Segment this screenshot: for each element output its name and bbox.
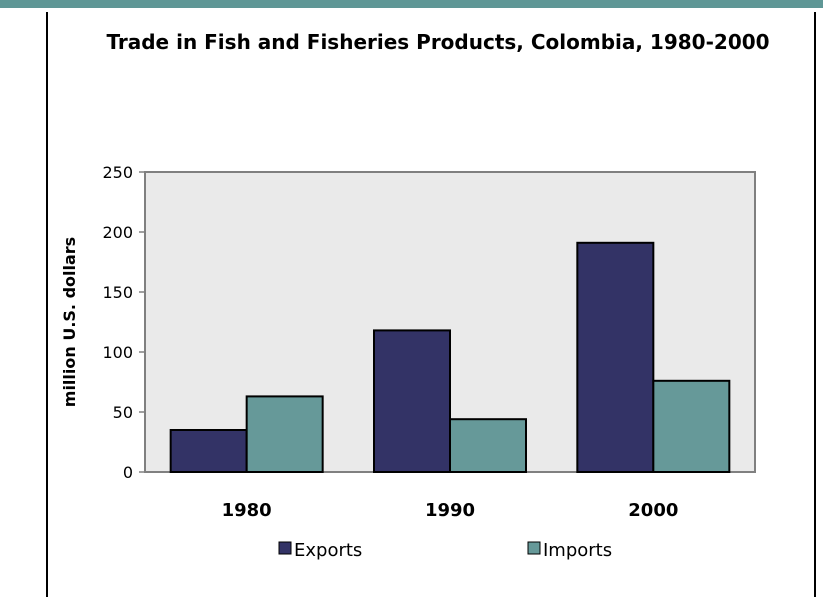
legend-swatch-imports: [527, 541, 541, 555]
legend-label-imports: Imports: [543, 540, 612, 561]
bar-imports-2000: [652, 379, 731, 473]
y-axis-title: million U.S. dollars: [60, 237, 79, 407]
chart-title: Trade in Fish and Fisheries Products, Co…: [106, 30, 769, 54]
legend: Exports Imports: [278, 540, 612, 561]
legend-swatch-exports: [278, 541, 292, 555]
y-axis-ticks: 0 50 100 150 200 250: [102, 163, 145, 482]
y-tick-label: 150: [102, 283, 133, 302]
y-tick-label: 250: [102, 163, 133, 182]
x-category-label: 1980: [222, 500, 272, 521]
x-category-label: 2000: [628, 500, 678, 521]
bar-exports-1990: [373, 329, 451, 473]
bar-imports-1990: [449, 418, 527, 474]
bar-exports-1980: [169, 429, 248, 473]
x-category-label: 1990: [425, 500, 475, 521]
y-tick-label: 0: [123, 463, 133, 482]
bar-imports-1980: [245, 395, 324, 473]
y-tick-label: 50: [113, 403, 133, 422]
x-axis-labels: 1980 1990 2000: [222, 500, 679, 521]
y-tick-label: 200: [102, 223, 133, 242]
bar-exports-2000: [576, 241, 655, 473]
bars-group: [169, 241, 731, 474]
y-tick-label: 100: [102, 343, 133, 362]
legend-label-exports: Exports: [294, 540, 362, 561]
top-band: [0, 0, 823, 8]
